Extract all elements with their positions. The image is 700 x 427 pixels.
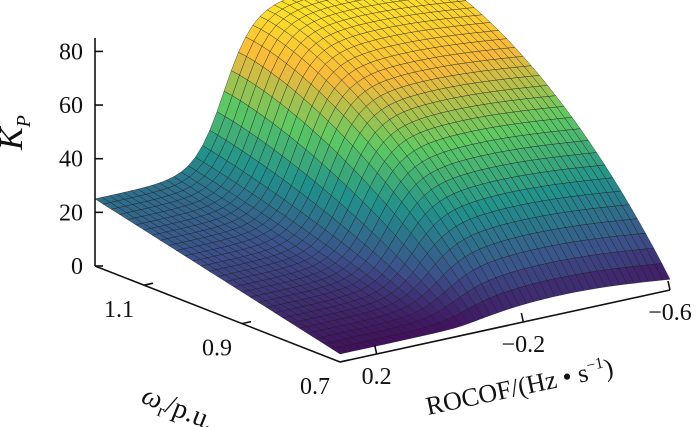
x-tick-label: −0.2 [502,332,546,358]
z-axis-label-main: K [0,125,30,151]
y-tick-label: 0.7 [300,374,330,400]
x-axis-label-close: ) [601,353,616,383]
y-tick-mark [339,359,350,363]
x-tick-label: 0.2 [362,364,392,390]
surface-cell [291,0,304,3]
z-tick-label: 40 [59,147,83,173]
z-tick-label: 60 [59,93,83,119]
surface-mesh [94,0,671,355]
y-axis-label: ωr/p.u. [136,380,219,427]
y-tick-mark [143,282,154,286]
z-tick-label: 80 [59,39,83,65]
x-axis-ticks: 0.2 −0.2 −0.6 [362,280,692,390]
x-axis-label-main: ROCOF/(Hz • s [423,358,591,421]
surface-cell [654,263,671,281]
z-axis-label: KP [0,115,35,151]
z-axis-ticks: 0 20 40 60 80 [59,39,103,280]
x-tick-mark [373,344,378,355]
x-axis-line [339,289,671,363]
z-tick-label: 20 [59,200,83,226]
x-tick-mark [520,312,525,323]
y-tick-label: 1.1 [104,297,134,323]
y-tick-mark [241,320,252,325]
x-axis-label-sup: −1 [585,355,605,375]
x-axis-label: ROCOF/(Hz • s−1) [423,353,616,421]
y-tick-label: 0.9 [202,336,232,362]
y-axis-ticks: 0.7 0.9 1.1 [104,282,350,400]
x-tick-label: −0.6 [648,300,692,326]
z-axis-label-sub: P [13,115,35,128]
x-tick-mark [667,280,671,291]
y-axis-line [94,265,341,363]
z-tick-label: 0 [71,254,83,280]
y-axis-label-rest: /p.u. [161,389,219,427]
